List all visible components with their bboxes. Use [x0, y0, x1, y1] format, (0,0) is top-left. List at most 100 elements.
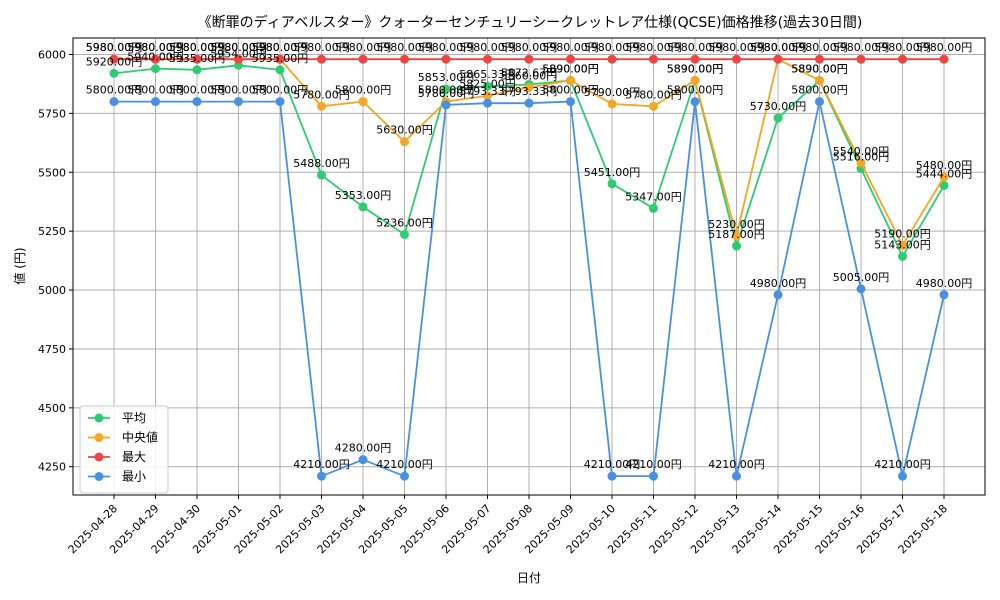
- data-point: [898, 471, 907, 481]
- data-label: 5451.00円: [584, 166, 641, 179]
- data-label: 4980.00円: [916, 277, 973, 290]
- data-label: 5800.00円: [169, 84, 226, 97]
- data-labels: 5920.00円5940.00円5935.00円5954.00円5935.00円…: [86, 41, 973, 471]
- data-label: 5540.00円: [833, 145, 890, 158]
- data-point: [732, 471, 741, 481]
- data-point: [898, 251, 907, 261]
- data-label: 5236.00円: [376, 216, 433, 229]
- legend-entry-label: 中央値: [122, 430, 158, 445]
- y-tick-label: 5250: [38, 225, 66, 238]
- data-point: [607, 99, 617, 109]
- data-label: 4210.00円: [376, 458, 433, 471]
- data-label: 5980.00円: [86, 41, 143, 54]
- data-point: [690, 54, 700, 64]
- data-point: [275, 54, 285, 64]
- data-label: 5143.00円: [874, 238, 931, 251]
- data-label: 5853.00円: [418, 71, 475, 84]
- data-point: [151, 97, 160, 107]
- data-point: [607, 179, 617, 189]
- data-point: [275, 65, 285, 75]
- data-point: [815, 75, 824, 85]
- data-label: 5980.00円: [127, 41, 184, 54]
- data-point: [939, 180, 949, 190]
- data-point: [234, 97, 243, 107]
- data-label: 4210.00円: [708, 458, 765, 471]
- data-label: 5890.00円: [667, 62, 724, 75]
- data-label: 5444.00円: [916, 167, 973, 180]
- data-label: 5980.00円: [750, 41, 807, 54]
- data-label: 5480.00円: [916, 159, 973, 172]
- data-point: [524, 82, 534, 92]
- data-point: [317, 170, 326, 180]
- data-label: 5890.00円: [542, 62, 599, 75]
- data-point: [566, 75, 575, 85]
- data-label: 5730.00円: [750, 100, 807, 113]
- data-point: [649, 471, 658, 481]
- data-point: [815, 54, 824, 64]
- data-label: 5980.00円: [210, 41, 267, 54]
- data-point: [483, 54, 492, 64]
- data-point: [856, 284, 866, 294]
- data-point: [649, 54, 658, 64]
- data-label: 5980.00円: [86, 41, 143, 54]
- data-point: [275, 97, 285, 107]
- data-point: [483, 91, 492, 101]
- data-point: [192, 65, 202, 75]
- data-label: 4280.00円: [335, 442, 392, 455]
- y-tick-label: 5750: [38, 107, 66, 120]
- data-label: 5488.00円: [293, 157, 350, 170]
- y-tick-label: 4250: [38, 461, 66, 474]
- data-label: 5980.00円: [210, 41, 267, 54]
- data-label: 5890.00円: [791, 62, 848, 75]
- data-label: 5872.67円: [501, 66, 558, 79]
- data-label: 4210.00円: [625, 458, 682, 471]
- data-label: 5980.00円: [169, 41, 226, 54]
- data-point: [939, 290, 949, 300]
- data-point: [441, 54, 451, 64]
- x-axis-label: 日付: [517, 571, 541, 585]
- data-point: [939, 172, 949, 182]
- data-label: 5980.00円: [791, 41, 848, 54]
- chart-title: 《断罪のディアベルスター》クォーターセンチュリーシークレットレア仕様(QCSE)…: [198, 14, 863, 31]
- data-point: [566, 54, 575, 64]
- data-label: 5940.00円: [127, 51, 184, 64]
- data-label: 5980.00円: [874, 41, 931, 54]
- data-label: 5890.00円: [791, 62, 848, 75]
- data-point: [151, 64, 160, 74]
- data-label: 5890.00円: [542, 62, 599, 75]
- data-label: 4210.00円: [293, 458, 350, 471]
- axes: 425045004750500052505500575060002025-04-…: [38, 48, 950, 556]
- legend-entry-label: 最大: [122, 450, 146, 464]
- data-label: 5980.00円: [335, 41, 392, 54]
- data-label: 5190.00円: [874, 227, 931, 240]
- data-label: 5800.00円: [210, 84, 267, 97]
- y-tick-label: 4500: [38, 402, 66, 415]
- data-point: [358, 54, 368, 64]
- data-point: [358, 97, 368, 107]
- data-label: 5800.00円: [86, 84, 143, 97]
- data-label: 5980.00円: [169, 41, 226, 54]
- data-point: [317, 101, 326, 111]
- data-point: [109, 68, 119, 78]
- grid: [73, 38, 985, 495]
- data-label: 5980.00円: [376, 41, 433, 54]
- data-point: [939, 54, 949, 64]
- data-point: [566, 97, 575, 107]
- data-point: [524, 98, 534, 108]
- data-point: [400, 229, 409, 239]
- data-point: [358, 202, 368, 212]
- data-point: [109, 97, 119, 107]
- legend-entry-label: 平均: [122, 411, 146, 425]
- data-point: [192, 97, 202, 107]
- data-label: 5793.33円: [501, 85, 558, 98]
- data-label: 5800.00円: [335, 84, 392, 97]
- y-tick-label: 5000: [38, 284, 66, 297]
- data-label: 5353.00円: [335, 189, 392, 202]
- data-label: 5980.00円: [501, 41, 558, 54]
- data-label: 5935.00円: [252, 52, 309, 65]
- legend-box: [79, 405, 169, 494]
- data-point: [483, 81, 492, 91]
- data-point: [358, 455, 368, 465]
- data-label: 5800.00円: [542, 84, 599, 97]
- y-tick-label: 6000: [38, 48, 66, 61]
